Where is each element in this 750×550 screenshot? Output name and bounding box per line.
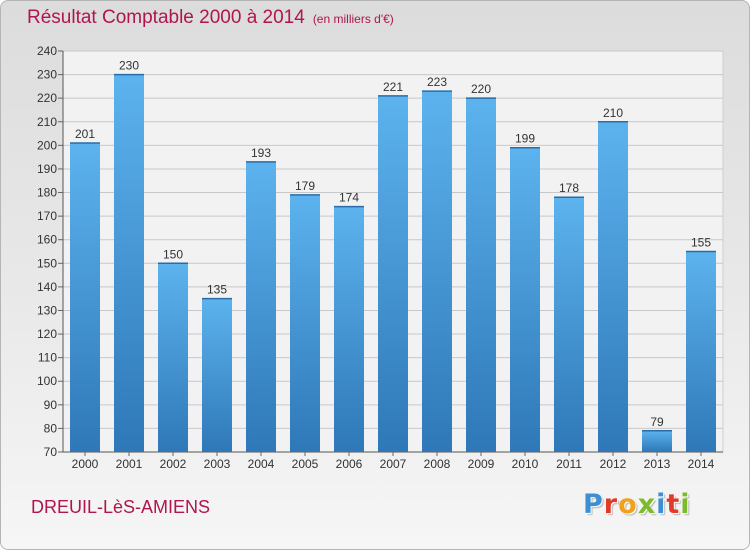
- x-tick-label-2013: 2013: [644, 457, 671, 471]
- bar-2008: [422, 91, 452, 452]
- logo-letter: o: [618, 489, 638, 520]
- y-tick-label: 180: [37, 186, 57, 200]
- x-tick-label-2011: 2011: [556, 457, 582, 471]
- y-tick-label: 70: [44, 445, 58, 459]
- proxiti-logo: Proxiti: [583, 489, 691, 520]
- logo-letter: i: [656, 489, 667, 520]
- x-tick-label-2012: 2012: [600, 457, 627, 471]
- x-tick-label-2008: 2008: [424, 457, 451, 471]
- y-tick-label: 200: [37, 138, 57, 152]
- y-tick-label: 90: [44, 398, 58, 412]
- value-label-2013: 79: [650, 415, 664, 429]
- x-tick-label-2010: 2010: [512, 457, 539, 471]
- y-tick-label: 160: [37, 233, 57, 247]
- bar-2013: [642, 430, 672, 452]
- x-tick-label-2001: 2001: [116, 457, 143, 471]
- bar-2000: [70, 142, 100, 452]
- y-tick-label: 110: [38, 351, 57, 365]
- bar-2007: [378, 95, 408, 452]
- bar-2012: [598, 121, 628, 452]
- y-tick-label: 80: [44, 421, 58, 435]
- value-label-2010: 199: [515, 132, 535, 146]
- y-tick-label: 130: [37, 303, 57, 317]
- value-label-2012: 210: [603, 106, 623, 120]
- bar-2002: [158, 263, 188, 452]
- bar-2005: [290, 194, 320, 452]
- logo-letter: i: [680, 489, 691, 520]
- x-tick-label-2005: 2005: [292, 457, 319, 471]
- x-tick-label-2006: 2006: [336, 457, 363, 471]
- title-text: Résultat Comptable 2000 à 2014: [27, 7, 305, 28]
- bar-2009: [466, 98, 496, 453]
- bar-2010: [510, 147, 540, 452]
- value-label-2001: 230: [119, 59, 139, 73]
- chart-title: Résultat Comptable 2000 à 2014 (en millie…: [27, 7, 394, 29]
- x-tick-label-2003: 2003: [204, 457, 231, 471]
- x-tick-label-2009: 2009: [468, 457, 495, 471]
- x-tick-label-2000: 2000: [72, 457, 99, 471]
- y-tick-label: 220: [37, 91, 57, 105]
- y-tick-label: 100: [37, 374, 57, 388]
- value-label-2002: 150: [163, 247, 183, 261]
- value-label-2014: 155: [691, 236, 711, 250]
- logo-letter: x: [637, 489, 657, 520]
- value-label-2009: 220: [471, 82, 491, 96]
- value-label-2004: 193: [251, 146, 271, 160]
- y-tick-label: 230: [37, 68, 57, 82]
- title-unit: (en milliers d'€): [312, 12, 394, 26]
- x-tick-label-2004: 2004: [248, 457, 275, 471]
- logo-letter: r: [603, 489, 619, 520]
- y-tick-label: 190: [37, 162, 57, 176]
- bar-2004: [246, 161, 276, 453]
- bar-2001: [114, 74, 144, 453]
- value-label-2005: 179: [295, 179, 315, 193]
- y-tick-label: 210: [37, 115, 57, 129]
- logo-letter: P: [583, 489, 604, 520]
- value-label-2000: 201: [75, 127, 95, 141]
- bar-2006: [334, 206, 364, 452]
- value-label-2003: 135: [207, 283, 227, 297]
- value-label-2011: 178: [559, 181, 579, 195]
- x-tick-label-2014: 2014: [688, 457, 715, 471]
- x-tick-label-2007: 2007: [380, 457, 407, 471]
- y-tick-label: 140: [37, 280, 57, 294]
- y-tick-label: 170: [37, 209, 57, 223]
- y-tick-label: 150: [37, 256, 57, 270]
- logo-letter: t: [666, 489, 681, 520]
- bar-2003: [202, 298, 232, 452]
- bar-2011: [554, 197, 584, 452]
- value-label-2006: 174: [339, 191, 359, 205]
- y-tick-label: 240: [37, 44, 57, 58]
- x-tick-label-2002: 2002: [160, 457, 187, 471]
- value-label-2008: 223: [427, 75, 447, 89]
- value-label-2007: 221: [383, 80, 403, 94]
- commune-name: DREUIL-LèS-AMIENS: [31, 497, 211, 517]
- y-tick-label: 120: [37, 327, 57, 341]
- bar-2014: [686, 251, 716, 452]
